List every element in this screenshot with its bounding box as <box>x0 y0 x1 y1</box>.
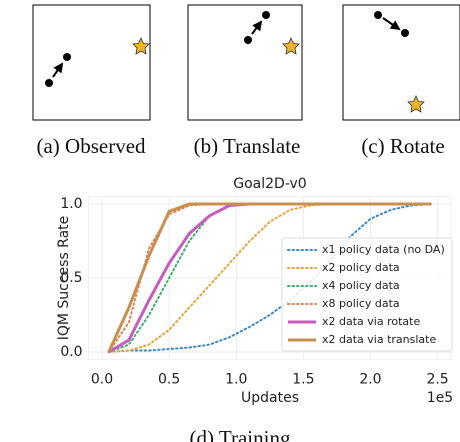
legend-label: x4 policy data <box>322 279 400 292</box>
x-tick-label: 1.5 <box>292 371 314 387</box>
legend: x1 policy data (no DA) x2 policy data x4 p… <box>281 237 453 352</box>
series-line <box>107 202 431 353</box>
x-tick-label: 2.5 <box>426 371 448 387</box>
panel-b <box>187 4 303 121</box>
caption: (a) Observed <box>36 134 146 158</box>
legend-label: x8 policy data <box>322 297 400 310</box>
y-tick-label: 0.5 <box>60 270 82 286</box>
x-tick-label: 2.0 <box>359 371 381 387</box>
caption: (b) Translate <box>194 134 301 158</box>
x-offset-label: 1e5 <box>427 390 453 406</box>
legend-label: x2 data via rotate <box>322 315 420 328</box>
legend-box <box>281 237 453 352</box>
legend-label: x2 data via translate <box>322 333 436 346</box>
caption: (d) Training <box>190 426 291 442</box>
caption: (c) Rotate <box>361 134 444 158</box>
panel-a <box>32 4 151 121</box>
chart-title: Goal2D-v0 <box>233 176 306 192</box>
y-tick-label: 0.0 <box>60 344 82 360</box>
panel-c <box>342 4 460 121</box>
x-tick-label: 1.0 <box>225 371 247 387</box>
y-tick-label: 1.0 <box>60 196 82 212</box>
legend-label: x1 policy data (no DA) <box>322 243 445 256</box>
series-line <box>107 203 432 353</box>
x-tick-label: 0.0 <box>91 371 113 387</box>
x-tick-label: 0.5 <box>158 371 180 387</box>
x-axis-label: Updates <box>241 390 299 406</box>
y-axis-label: IQM Success Rate <box>56 216 72 341</box>
legend-label: x2 policy data <box>322 261 400 274</box>
